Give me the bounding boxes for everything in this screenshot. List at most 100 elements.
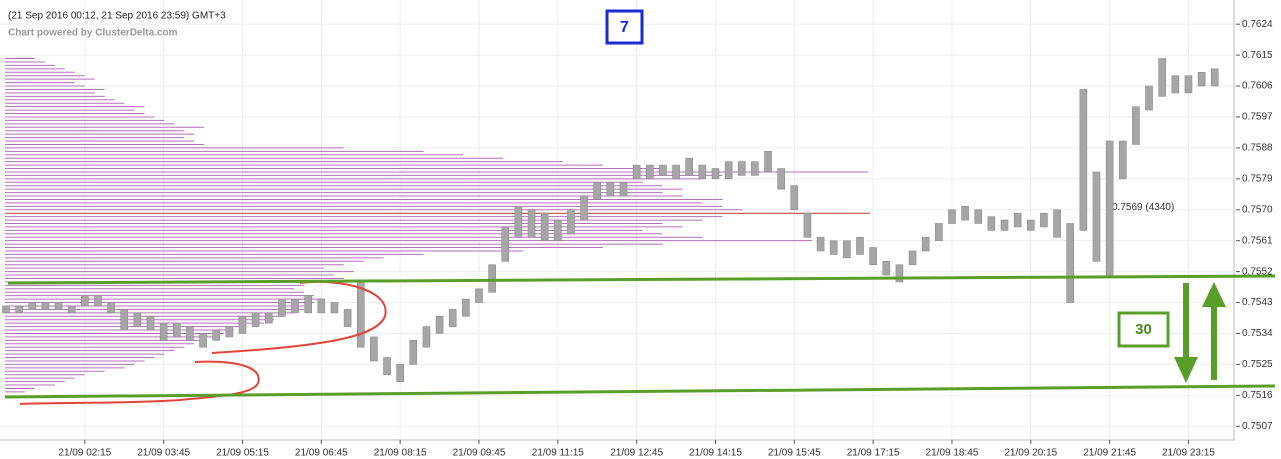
x-tick-label: 21/09 23:15 xyxy=(1162,448,1215,459)
price-bar xyxy=(672,164,680,180)
y-tick-label: 0.7606 xyxy=(1242,81,1273,92)
price-bar xyxy=(987,216,996,231)
price-bar xyxy=(777,168,785,190)
credit: Chart powered by ClusterDelta.com xyxy=(8,28,178,39)
y-tick-label: 0.7507 xyxy=(1242,421,1273,432)
price-bar xyxy=(199,333,207,348)
price-bar xyxy=(343,309,352,327)
x-tick-label: 21/09 11:15 xyxy=(532,448,585,459)
range-bottom-line xyxy=(4,384,1276,399)
number-box-label: 7 xyxy=(620,19,629,36)
x-tick-label: 21/09 18:45 xyxy=(926,448,979,459)
price-bar xyxy=(370,336,378,362)
price-bar xyxy=(159,322,168,341)
price-bar xyxy=(685,157,693,176)
range-box-label: 30 xyxy=(1135,321,1152,338)
price-bar xyxy=(488,264,496,293)
price-bar xyxy=(751,161,759,176)
y-tick-label: 0.7525 xyxy=(1242,359,1273,370)
price-bar xyxy=(94,295,102,307)
price-bar xyxy=(645,164,654,180)
price-bar xyxy=(28,302,37,310)
price-bar xyxy=(974,209,983,224)
price-bar xyxy=(803,212,812,238)
price-bar xyxy=(1184,75,1193,94)
price-bar xyxy=(81,295,89,307)
price-bar xyxy=(396,364,404,382)
y-tick-label: 0.7534 xyxy=(1242,328,1273,339)
price-bar xyxy=(540,212,549,241)
price-bar xyxy=(317,298,326,314)
price-bar xyxy=(1145,85,1153,111)
price-bar xyxy=(1197,71,1206,87)
price-bar xyxy=(737,161,746,176)
price-bar xyxy=(1171,75,1180,94)
price-bar xyxy=(462,298,470,317)
price-bar xyxy=(54,302,63,310)
y-tick-label: 0.7615 xyxy=(1242,50,1273,61)
price-bar xyxy=(15,305,23,314)
price-bar xyxy=(1118,140,1127,180)
y-tick-label: 0.7561 xyxy=(1242,235,1273,246)
price-bar xyxy=(409,340,418,365)
price-bar xyxy=(935,223,943,241)
price-bar xyxy=(1000,219,1009,231)
price-bar xyxy=(580,195,588,221)
price-bar xyxy=(172,322,181,338)
price-bar xyxy=(619,181,628,197)
price-bar xyxy=(448,309,457,327)
price-bar xyxy=(843,240,851,259)
price-bar xyxy=(829,240,838,255)
price-bar xyxy=(1026,219,1035,231)
price-bar xyxy=(711,168,720,180)
price-bar xyxy=(264,312,273,324)
price-bar xyxy=(186,326,194,341)
price-bar xyxy=(501,226,510,262)
axes: 0.7624 0.7615 0.7606 0.7597 0.7588 0.7579 0.75… xyxy=(58,19,1273,459)
x-tick-label: 21/09 14:15 xyxy=(689,448,742,459)
y-tick-label: 0.7588 xyxy=(1242,143,1273,154)
price-bar xyxy=(1079,89,1088,231)
price-bar xyxy=(212,329,221,341)
price-bar xyxy=(304,295,312,314)
x-tick-label: 21/09 15:45 xyxy=(768,448,821,459)
x-tick-label: 21/09 17:15 xyxy=(847,448,900,459)
price-bar xyxy=(882,261,891,276)
price-bar xyxy=(356,281,365,348)
y-tick-label: 0.7579 xyxy=(1242,173,1273,184)
price-bar xyxy=(856,236,864,255)
x-tick-label: 21/09 20:15 xyxy=(1004,448,1057,459)
x-tick-label: 21/09 02:15 xyxy=(58,448,111,459)
price-bar xyxy=(895,264,904,283)
price-bar xyxy=(764,151,772,173)
price-bar xyxy=(67,305,76,314)
x-tick-label: 21/09 06:45 xyxy=(295,448,348,459)
x-tick-label: 21/09 03:45 xyxy=(137,448,190,459)
price-bar xyxy=(961,206,969,221)
price-bar xyxy=(606,181,615,197)
price-bar xyxy=(948,209,956,224)
price-bar xyxy=(41,302,50,310)
price-bar xyxy=(383,357,391,376)
price-bar xyxy=(869,247,877,266)
x-tick-label: 21/09 09:45 xyxy=(453,448,506,459)
price-bar xyxy=(422,326,431,348)
price-bars xyxy=(2,58,1219,382)
price-bar xyxy=(146,315,155,331)
price-bar xyxy=(790,185,799,211)
price-bar xyxy=(921,236,930,252)
x-tick-label: 21/09 05:15 xyxy=(216,448,269,459)
y-tick-label: 0.7597 xyxy=(1242,112,1273,123)
price-bar xyxy=(698,164,707,180)
price-bar xyxy=(278,298,286,317)
down-arrow xyxy=(1174,283,1198,383)
price-bar xyxy=(475,288,483,303)
price-bar xyxy=(816,236,825,252)
y-tick-label: 0.7552 xyxy=(1242,266,1273,277)
x-tick-label: 21/09 12:45 xyxy=(610,448,663,459)
range-box xyxy=(1117,311,1170,348)
y-tick-label: 0.7516 xyxy=(1242,390,1273,401)
price-bar xyxy=(659,164,667,176)
price-bar xyxy=(514,206,523,238)
price-bar xyxy=(632,164,641,180)
